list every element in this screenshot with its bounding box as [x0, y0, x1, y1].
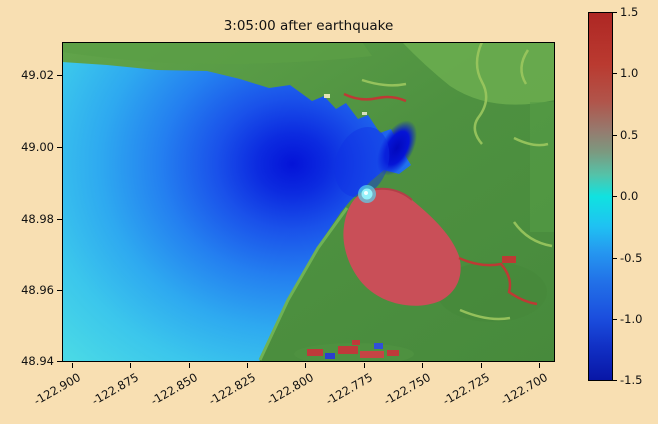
bottom-inundation-speckles [294, 340, 414, 365]
ocean-region [62, 62, 411, 362]
colorbar-tick-label: 1.5 [620, 5, 639, 19]
map-plot [62, 41, 555, 365]
colorbar-tick-label: -1.0 [620, 312, 643, 326]
x-tick-mark [189, 363, 190, 368]
colorbar [588, 12, 613, 381]
x-tick-mark [481, 363, 482, 368]
map-image [62, 41, 555, 365]
deep-drawdown-bay [377, 120, 417, 176]
colorbar-tick-label: 0.5 [620, 128, 639, 142]
y-tick-mark [57, 75, 62, 76]
colorbar-tick-mark [613, 319, 617, 320]
y-tick-label: 49.00 [21, 140, 54, 154]
x-tick-mark [422, 363, 423, 368]
spit-speck [362, 112, 367, 115]
wave-front-core [364, 191, 368, 195]
y-tick-label: 48.96 [21, 283, 54, 297]
colorbar-tick-label: -0.5 [620, 251, 643, 265]
flooded-channel-lines [343, 92, 538, 306]
river-channels [361, 41, 553, 321]
y-tick-label: 49.02 [21, 68, 54, 82]
x-tick-mark [130, 363, 131, 368]
x-tick-mark [72, 363, 73, 368]
plot-title: 3:05:00 after earthquake [223, 18, 394, 34]
y-tick-label: 48.98 [21, 212, 54, 226]
colorbar-tick-mark [613, 12, 617, 13]
x-tick-mark [539, 363, 540, 368]
colorbar-tick-mark [613, 73, 617, 74]
colorbar-tick-label: 0.0 [620, 189, 639, 203]
colorbar-tick-label: -1.5 [620, 373, 643, 387]
y-tick-mark [57, 361, 62, 362]
spit-speck [324, 94, 330, 98]
y-tick-mark [57, 219, 62, 220]
plot-border [62, 42, 555, 362]
drawdown-halo [334, 127, 390, 197]
x-tick-mark [247, 363, 248, 368]
colorbar-tick-mark [613, 135, 617, 136]
colorbar-tick-mark [613, 380, 617, 381]
colorbar-tick-label: 1.0 [620, 66, 639, 80]
flooded-harbor-region [343, 188, 461, 306]
y-tick-label: 48.94 [21, 354, 54, 368]
y-tick-mark [57, 290, 62, 291]
spit-shoreline [258, 207, 349, 361]
y-tick-mark [57, 147, 62, 148]
x-tick-mark [364, 363, 365, 368]
colorbar-tick-mark [613, 258, 617, 259]
x-tick-mark [305, 363, 306, 368]
colorbar-tick-mark [613, 196, 617, 197]
